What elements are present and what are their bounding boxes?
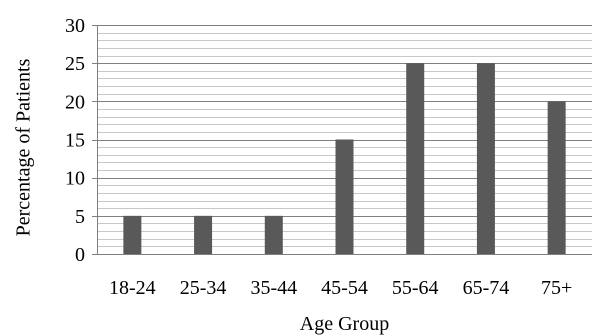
x-tick-label: 35-44 xyxy=(250,277,297,299)
y-axis-title: Percentage of Patients xyxy=(13,58,35,236)
x-tick-labels: 18-24 25-34 35-44 45-54 55-64 65-74 75+ xyxy=(109,277,572,299)
bar-55-64 xyxy=(406,63,425,254)
x-tick-label: 65-74 xyxy=(463,277,510,299)
x-tick-label: 45-54 xyxy=(321,277,368,299)
y-tick-label: 25 xyxy=(65,53,85,75)
minor-gridlines xyxy=(97,33,592,247)
bar-75+ xyxy=(547,101,566,254)
bar-45-54 xyxy=(335,139,354,254)
y-tick-label: 15 xyxy=(65,130,85,152)
bars xyxy=(123,63,566,254)
x-tick-label: 25-34 xyxy=(180,277,227,299)
y-tick-labels: 0 5 10 15 20 25 30 xyxy=(65,15,97,266)
y-tick-label: 5 xyxy=(75,206,85,228)
y-tick-label: 30 xyxy=(65,15,85,37)
x-tick-label: 55-64 xyxy=(392,277,439,299)
bar-25-34 xyxy=(194,215,213,254)
y-tick-label: 20 xyxy=(65,91,85,113)
bar-18-24 xyxy=(123,215,142,254)
y-tick-label: 0 xyxy=(75,244,85,266)
x-tick-label: 75+ xyxy=(541,277,572,299)
bar-65-74 xyxy=(476,63,495,254)
y-tick-label: 10 xyxy=(65,168,85,190)
x-axis-title: Age Group xyxy=(300,313,389,335)
bar-35-44 xyxy=(264,215,283,254)
x-tick-label: 18-24 xyxy=(109,277,156,299)
